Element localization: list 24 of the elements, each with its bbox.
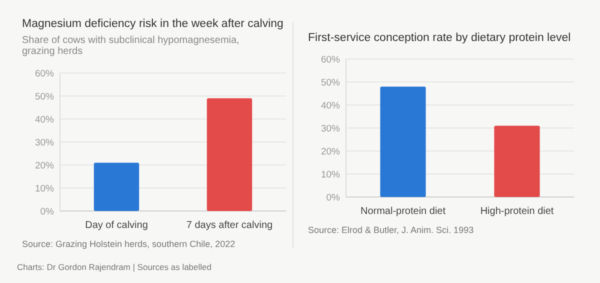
y-tick-label: 30% — [320, 123, 341, 134]
y-tick-label: 10% — [34, 183, 55, 194]
source-note: Source: Elrod & Butler, J. Anim. Sci. 1993 — [308, 225, 474, 235]
x-tick-label: 7 days after calving — [186, 220, 273, 231]
y-tick-label: 0% — [40, 206, 55, 218]
source-note: Source: Grazing Holstein herds, southern Chile, 2022 — [22, 239, 236, 249]
y-tick-label: 40% — [320, 100, 341, 112]
y-tick-label: 40% — [34, 114, 55, 126]
y-tick-label: 50% — [34, 91, 55, 102]
text: Charts: Dr Gordon Rajendram | Sources as labelled — [17, 262, 212, 272]
y-tick-label: 60% — [34, 68, 55, 80]
chart-subtitle: Share of cows with subclinical hypomagnesemia, grazing herds — [22, 35, 240, 57]
chart-title: Magnesium deficiency risk in the week after calving — [22, 18, 284, 30]
y-tick-label: 10% — [320, 169, 341, 180]
y-tick-label: 20% — [320, 146, 341, 158]
y-tick-label: 30% — [34, 137, 55, 148]
x-tick-label: Day of calving — [85, 220, 148, 231]
y-tick-label: 60% — [320, 54, 341, 66]
x-tick-label: Normal-protein diet — [360, 206, 446, 217]
y-tick-label: 20% — [34, 160, 55, 172]
chart-title: First-service conception rate by dietary protein level — [308, 32, 571, 44]
y-tick-label: 0% — [326, 192, 341, 204]
y-tick-label: 50% — [320, 77, 341, 88]
x-tick-label: High-protein diet — [480, 206, 554, 217]
